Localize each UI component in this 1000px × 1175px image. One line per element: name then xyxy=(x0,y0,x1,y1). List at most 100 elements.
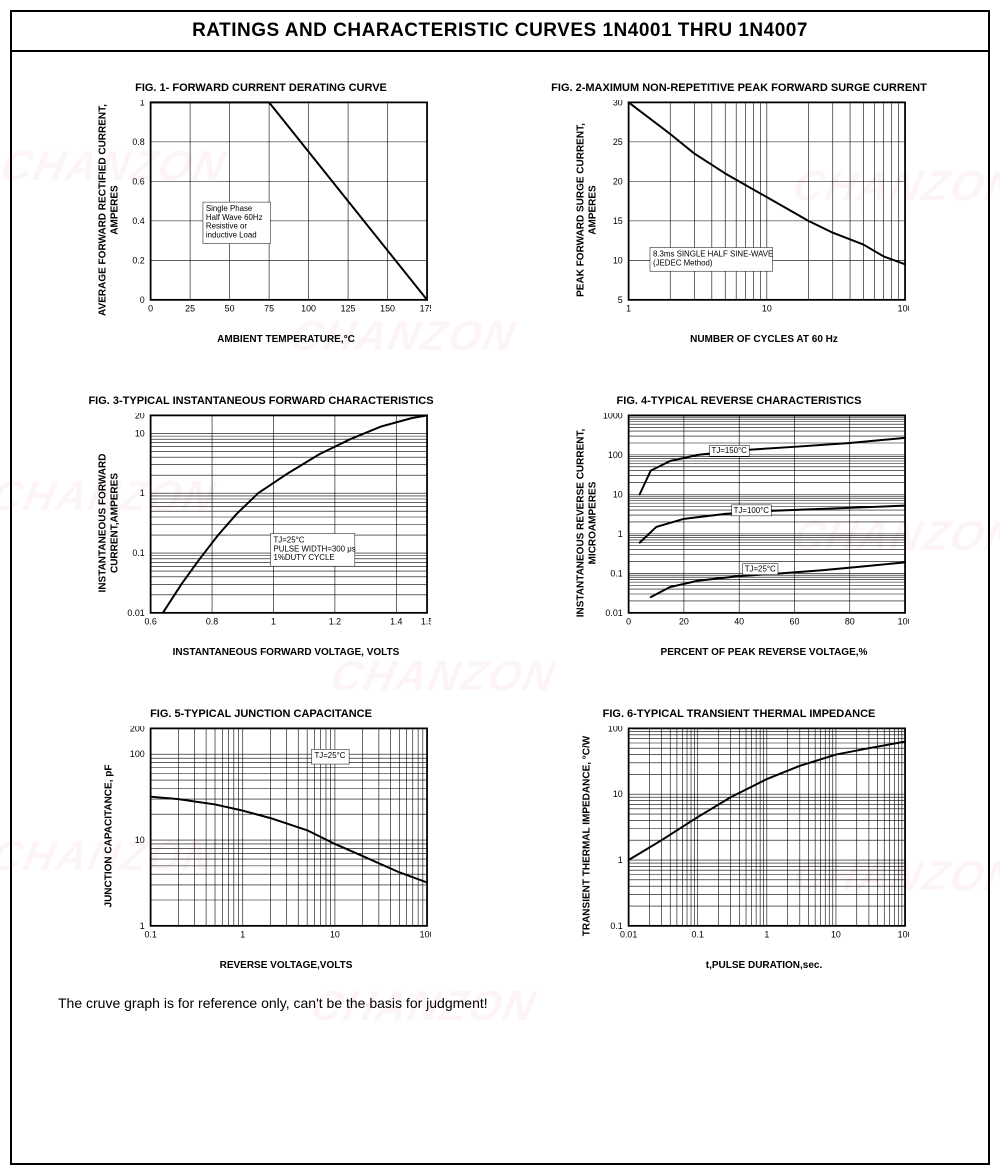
x-axis-label: NUMBER OF CYCLES AT 60 Hz xyxy=(599,334,929,345)
svg-text:0.2: 0.2 xyxy=(132,255,144,265)
svg-text:25: 25 xyxy=(185,304,195,314)
svg-text:150: 150 xyxy=(380,304,395,314)
chart-fig2: FIG. 2-MAXIMUM NON-REPETITIVE PEAK FORWA… xyxy=(549,82,929,345)
svg-text:8.3ms SINGLE HALF SINE-WAVE: 8.3ms SINGLE HALF SINE-WAVE xyxy=(653,249,773,258)
svg-text:TJ=25°C: TJ=25°C xyxy=(745,565,776,574)
svg-text:10: 10 xyxy=(330,930,340,940)
x-axis-label: PERCENT OF PEAK REVERSE VOLTAGE,% xyxy=(599,647,929,658)
chart-fig1: FIG. 1- FORWARD CURRENT DERATING CURVE A… xyxy=(71,82,451,345)
chart-title: FIG. 5-TYPICAL JUNCTION CAPACITANCE xyxy=(71,708,451,720)
svg-text:10: 10 xyxy=(762,304,772,314)
chart-svg: 0.60.811.21.41.50.010.111020TJ=25°CPULSE… xyxy=(121,413,431,633)
svg-text:200: 200 xyxy=(130,726,145,733)
svg-text:1.5: 1.5 xyxy=(421,617,431,627)
y-axis-label: TRANSIENT THERMAL IMPEDANCE, °C/W xyxy=(581,726,593,946)
svg-text:100: 100 xyxy=(420,930,431,940)
chart-svg: 0.010.11101000.1110100 xyxy=(599,726,909,946)
svg-text:0: 0 xyxy=(148,304,153,314)
svg-text:TJ=100°C: TJ=100°C xyxy=(734,506,770,515)
x-axis-label: INSTANTANEOUS FORWARD VOLTAGE, VOLTS xyxy=(121,647,451,658)
y-axis-label: AVERAGE FORWARD RECTIFIED CURRENT, AMPER… xyxy=(98,100,121,320)
page-title: RATINGS AND CHARACTERISTIC CURVES 1N4001… xyxy=(12,12,988,52)
chart-svg: 0204060801000.010.11101001000TJ=150°CTJ=… xyxy=(599,413,909,633)
svg-text:75: 75 xyxy=(264,304,274,314)
page-border: RATINGS AND CHARACTERISTIC CURVES 1N4001… xyxy=(10,10,990,1165)
svg-text:50: 50 xyxy=(225,304,235,314)
svg-text:1.4: 1.4 xyxy=(390,617,402,627)
svg-text:0.1: 0.1 xyxy=(692,930,704,940)
chart-fig6: FIG. 6-TYPICAL TRANSIENT THERMAL IMPEDAN… xyxy=(549,708,929,971)
chart-fig5: FIG. 5-TYPICAL JUNCTION CAPACITANCE JUNC… xyxy=(71,708,451,971)
svg-text:0.01: 0.01 xyxy=(127,608,144,618)
svg-text:20: 20 xyxy=(613,176,623,186)
chart-title: FIG. 2-MAXIMUM NON-REPETITIVE PEAK FORWA… xyxy=(549,82,929,94)
svg-text:10: 10 xyxy=(831,930,841,940)
svg-text:0.1: 0.1 xyxy=(610,568,622,578)
svg-text:0.8: 0.8 xyxy=(206,617,218,627)
chart-svg: 110100510152025308.3ms SINGLE HALF SINE-… xyxy=(599,100,909,320)
svg-text:20: 20 xyxy=(135,413,145,420)
svg-text:100: 100 xyxy=(130,749,145,759)
svg-text:60: 60 xyxy=(790,617,800,627)
svg-text:0.01: 0.01 xyxy=(605,608,622,618)
svg-text:175: 175 xyxy=(420,304,431,314)
svg-text:100: 100 xyxy=(301,304,316,314)
svg-text:1: 1 xyxy=(618,855,623,865)
chart-title: FIG. 1- FORWARD CURRENT DERATING CURVE xyxy=(71,82,451,94)
svg-text:0.1: 0.1 xyxy=(144,930,156,940)
svg-text:1: 1 xyxy=(618,529,623,539)
svg-text:10: 10 xyxy=(613,255,623,265)
svg-text:30: 30 xyxy=(613,100,623,107)
chart-svg: 0.1110100110100200TJ=25°C xyxy=(121,726,431,946)
chart-fig3: FIG. 3-TYPICAL INSTANTANEOUS FORWARD CHA… xyxy=(71,395,451,658)
svg-text:1: 1 xyxy=(140,921,145,931)
x-axis-label: AMBIENT TEMPERATURE,°C xyxy=(121,334,451,345)
svg-text:1: 1 xyxy=(140,100,145,107)
svg-text:10: 10 xyxy=(613,489,623,499)
svg-text:TJ=25°C: TJ=25°C xyxy=(314,751,345,760)
svg-text:0.1: 0.1 xyxy=(132,548,144,558)
svg-text:(JEDEC Method): (JEDEC Method) xyxy=(653,258,713,267)
svg-text:0.8: 0.8 xyxy=(132,137,144,147)
svg-text:1: 1 xyxy=(764,930,769,940)
svg-text:Single Phase: Single Phase xyxy=(206,204,253,213)
chart-grid: FIG. 1- FORWARD CURRENT DERATING CURVE A… xyxy=(52,82,948,971)
svg-text:TJ=25°C: TJ=25°C xyxy=(273,535,304,544)
y-axis-label: JUNCTION CAPACITANCE, pF xyxy=(103,726,115,946)
chart-title: FIG. 6-TYPICAL TRANSIENT THERMAL IMPEDAN… xyxy=(549,708,929,720)
svg-text:0.6: 0.6 xyxy=(144,617,156,627)
y-axis-label: INSTANTANEOUS REVERSE CURRENT, MICROAMPE… xyxy=(576,413,599,633)
svg-text:0: 0 xyxy=(140,295,145,305)
chart-svg: 025507510012515017500.20.40.60.81Single … xyxy=(121,100,431,320)
svg-text:0.1: 0.1 xyxy=(610,921,622,931)
svg-text:0: 0 xyxy=(626,617,631,627)
svg-text:100: 100 xyxy=(898,617,909,627)
svg-text:20: 20 xyxy=(679,617,689,627)
svg-text:40: 40 xyxy=(734,617,744,627)
svg-text:10: 10 xyxy=(613,789,623,799)
svg-text:1: 1 xyxy=(140,488,145,498)
svg-text:15: 15 xyxy=(613,216,623,226)
svg-text:Resistive or: Resistive or xyxy=(206,222,248,231)
svg-text:0.01: 0.01 xyxy=(620,930,637,940)
svg-text:1000: 1000 xyxy=(603,413,623,420)
chart-title: FIG. 4-TYPICAL REVERSE CHARACTERISTICS xyxy=(549,395,929,407)
chart-fig4: FIG. 4-TYPICAL REVERSE CHARACTERISTICS I… xyxy=(549,395,929,658)
svg-text:10: 10 xyxy=(135,835,145,845)
svg-text:5: 5 xyxy=(618,295,623,305)
x-axis-label: REVERSE VOLTAGE,VOLTS xyxy=(121,960,451,971)
footer-note: The cruve graph is for reference only, c… xyxy=(52,995,948,1011)
svg-text:100: 100 xyxy=(898,304,909,314)
svg-text:100: 100 xyxy=(608,450,623,460)
svg-text:80: 80 xyxy=(845,617,855,627)
svg-text:0.4: 0.4 xyxy=(132,216,144,226)
y-axis-label: PEAK FORWARD SURGE CURRENT, AMPERES xyxy=(576,100,599,320)
svg-text:100: 100 xyxy=(608,726,623,733)
svg-text:PULSE WIDTH=300 μs: PULSE WIDTH=300 μs xyxy=(273,544,355,553)
y-axis-label: INSTANTANEOUS FORWARD CURRENT,AMPERES xyxy=(98,413,121,633)
svg-text:10: 10 xyxy=(135,428,145,438)
x-axis-label: t,PULSE DURATION,sec. xyxy=(599,960,929,971)
svg-text:1.2: 1.2 xyxy=(329,617,341,627)
svg-text:1%DUTY CYCLE: 1%DUTY CYCLE xyxy=(273,553,334,562)
svg-text:1: 1 xyxy=(240,930,245,940)
